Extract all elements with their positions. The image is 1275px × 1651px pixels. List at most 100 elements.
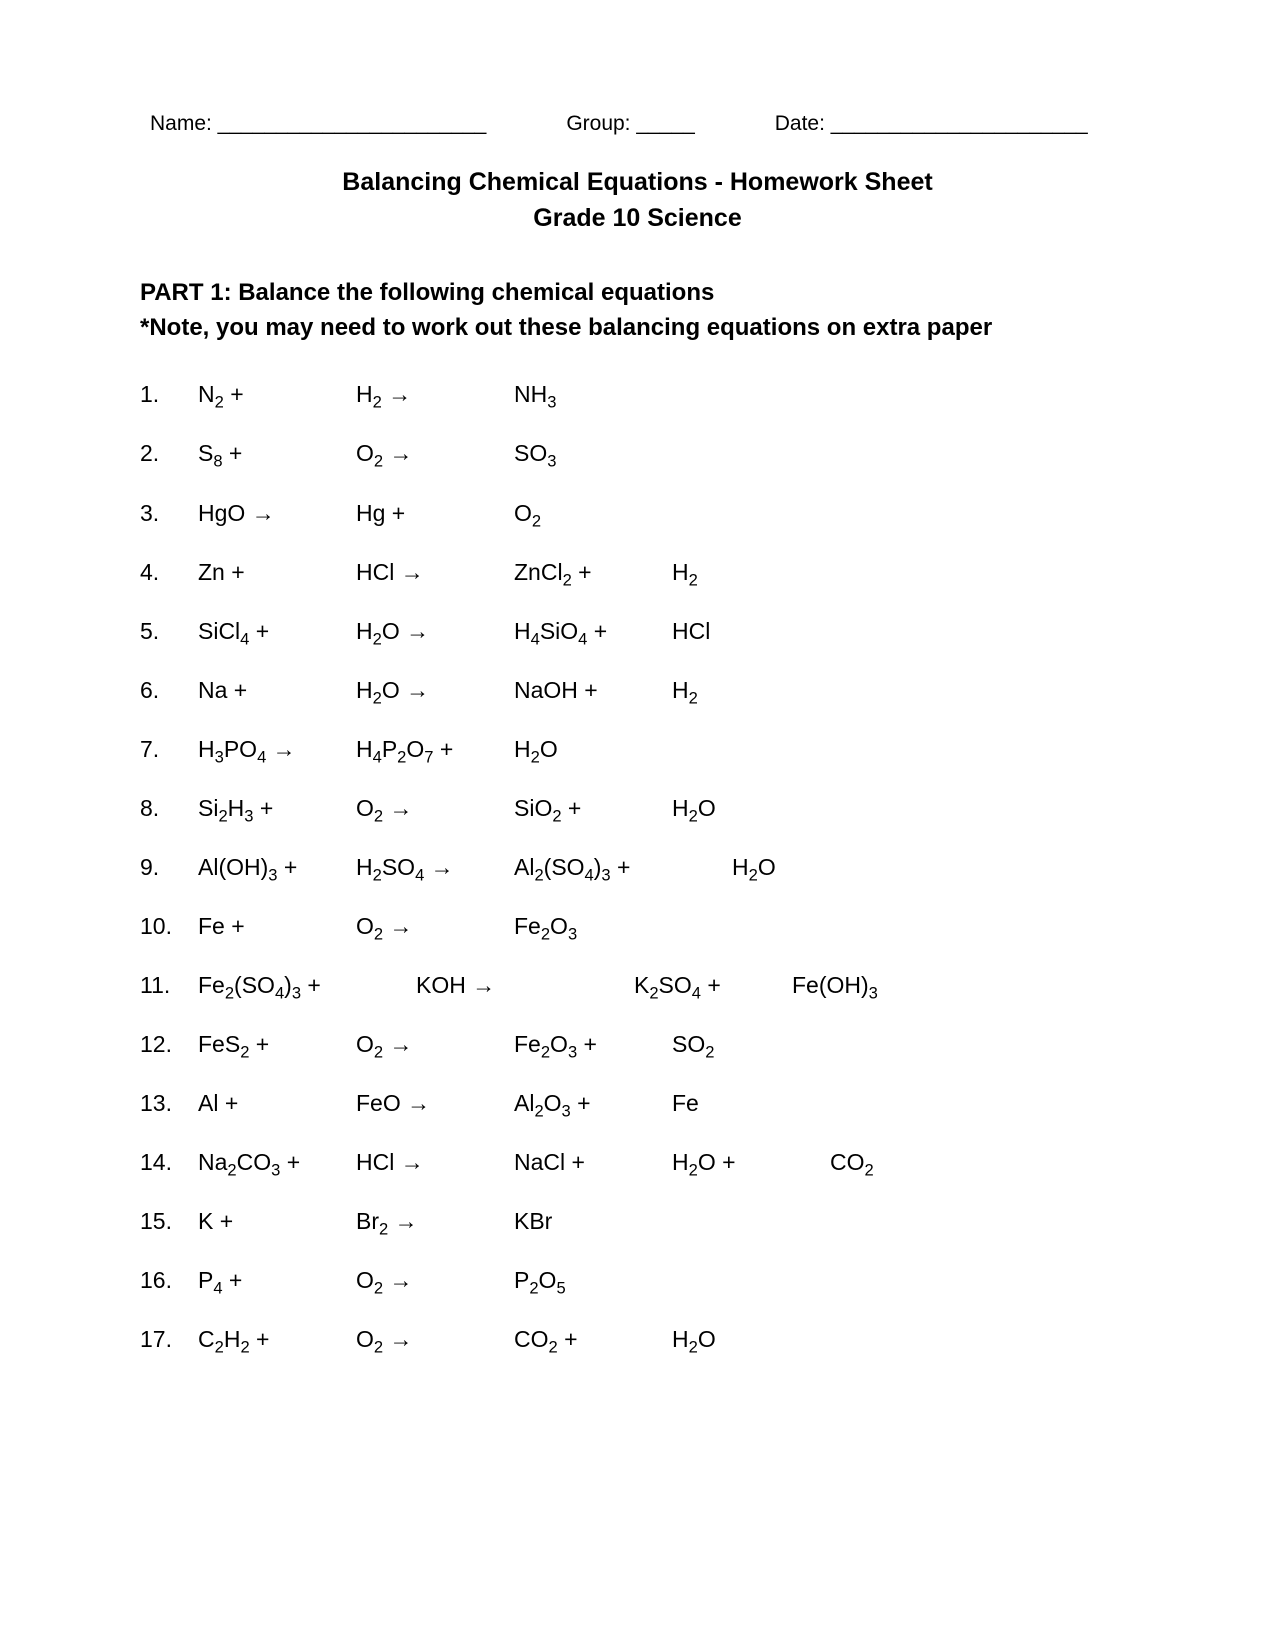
equation-term: Fe2(SO4)3 +: [198, 970, 416, 1001]
equation-number: 16.: [140, 1265, 198, 1296]
equation-term: CO2: [830, 1147, 988, 1178]
equation-term: Na2CO3 +: [198, 1147, 356, 1178]
equation-term: KBr: [514, 1206, 672, 1237]
part1-heading-line2: *Note, you may need to work out these ba…: [140, 311, 1135, 346]
equation-term: Hg +: [356, 498, 514, 529]
equation-term: H2O →: [356, 675, 514, 706]
equation-row: 7.H3PO4 →H4P2O7 +H2O: [140, 734, 1135, 765]
equation-term: Zn +: [198, 557, 356, 588]
equation-term: H2O +: [672, 1147, 830, 1178]
equation-term: K +: [198, 1206, 356, 1237]
part1-heading: PART 1: Balance the following chemical e…: [140, 276, 1135, 346]
equation-body: S8 +O2 →SO3: [198, 438, 672, 469]
equation-term: H2O: [672, 793, 830, 824]
equation-number: 9.: [140, 852, 198, 883]
header-fields: Name: _______________________ Group: ___…: [140, 110, 1135, 138]
equation-number: 5.: [140, 616, 198, 647]
equation-number: 7.: [140, 734, 198, 765]
date-field: Date: ______________________: [775, 110, 1088, 138]
equation-row: 3.HgO →Hg +O2: [140, 498, 1135, 529]
equation-term: Al +: [198, 1088, 356, 1119]
equation-term: O2 →: [356, 1029, 514, 1060]
equation-term: O2 →: [356, 1324, 514, 1355]
equation-row: 5.SiCl4 +H2O →H4SiO4 +HCl: [140, 616, 1135, 647]
equation-term: SO2: [672, 1029, 830, 1060]
equation-list: 1.N2 +H2 →NH32.S8 +O2 →SO33.HgO →Hg +O24…: [140, 379, 1135, 1355]
equation-term: H2O: [514, 734, 672, 765]
equation-row: 10.Fe +O2 →Fe2O3: [140, 911, 1135, 942]
equation-term: KOH →: [416, 970, 634, 1001]
equation-term: Fe(OH)3: [792, 970, 950, 1001]
equation-row: 17.C2H2 +O2 →CO2 +H2O: [140, 1324, 1135, 1355]
equation-row: 1.N2 +H2 →NH3: [140, 379, 1135, 410]
equation-term: P2O5: [514, 1265, 672, 1296]
equation-body: Na +H2O →NaOH +H2: [198, 675, 830, 706]
equation-term: Al2(SO4)3 +: [514, 852, 732, 883]
equation-body: FeS2 +O2 →Fe2O3 +SO2: [198, 1029, 830, 1060]
equation-term: Na +: [198, 675, 356, 706]
equation-term: SiO2 +: [514, 793, 672, 824]
equation-number: 13.: [140, 1088, 198, 1119]
equation-term: H2O: [672, 1324, 830, 1355]
equation-body: K +Br2 →KBr: [198, 1206, 672, 1237]
equation-body: H3PO4 →H4P2O7 +H2O: [198, 734, 672, 765]
title-line-2: Grade 10 Science: [140, 202, 1135, 236]
equation-term: SO3: [514, 438, 672, 469]
equation-number: 4.: [140, 557, 198, 588]
equation-term: HCl: [672, 616, 830, 647]
equation-row: 16.P4 +O2 →P2O5: [140, 1265, 1135, 1296]
equation-term: Si2H3 +: [198, 793, 356, 824]
equation-term: H2O: [732, 852, 890, 883]
equation-number: 6.: [140, 675, 198, 706]
equation-row: 14.Na2CO3 +HCl →NaCl +H2O +CO2: [140, 1147, 1135, 1178]
equation-number: 2.: [140, 438, 198, 469]
equation-term: NaCl +: [514, 1147, 672, 1178]
equation-term: Al(OH)3 +: [198, 852, 356, 883]
equation-term: P4 +: [198, 1265, 356, 1296]
equation-term: HCl →: [356, 1147, 514, 1178]
title-line-1: Balancing Chemical Equations - Homework …: [140, 166, 1135, 200]
equation-row: 15.K +Br2 →KBr: [140, 1206, 1135, 1237]
equation-term: HCl →: [356, 557, 514, 588]
equation-body: Al(OH)3 +H2SO4 →Al2(SO4)3 +H2O: [198, 852, 890, 883]
equation-number: 10.: [140, 911, 198, 942]
equation-body: HgO →Hg +O2: [198, 498, 672, 529]
equation-term: NaOH +: [514, 675, 672, 706]
equation-term: Fe +: [198, 911, 356, 942]
equation-term: C2H2 +: [198, 1324, 356, 1355]
equation-term: H4P2O7 +: [356, 734, 514, 765]
equation-number: 11.: [140, 970, 198, 1001]
equation-term: H2: [672, 675, 830, 706]
equation-term: Br2 →: [356, 1206, 514, 1237]
equation-term: Al2O3 +: [514, 1088, 672, 1119]
equation-number: 8.: [140, 793, 198, 824]
equation-term: N2 +: [198, 379, 356, 410]
equation-term: O2 →: [356, 1265, 514, 1296]
title-block: Balancing Chemical Equations - Homework …: [140, 166, 1135, 236]
part1-heading-line1: PART 1: Balance the following chemical e…: [140, 276, 1135, 311]
equation-term: Fe2O3 +: [514, 1029, 672, 1060]
equation-body: Fe2(SO4)3 +KOH →K2SO4 +Fe(OH)3: [198, 970, 950, 1001]
equation-number: 17.: [140, 1324, 198, 1355]
equation-term: HgO →: [198, 498, 356, 529]
equation-term: O2 →: [356, 793, 514, 824]
equation-term: K2SO4 +: [634, 970, 792, 1001]
equation-number: 3.: [140, 498, 198, 529]
equation-term: O2 →: [356, 438, 514, 469]
group-field: Group: _____: [566, 110, 694, 138]
equation-term: FeO →: [356, 1088, 514, 1119]
equation-body: SiCl4 +H2O →H4SiO4 +HCl: [198, 616, 830, 647]
equation-term: Fe2O3: [514, 911, 672, 942]
equation-term: H3PO4 →: [198, 734, 356, 765]
equation-term: Fe: [672, 1088, 830, 1119]
equation-row: 8.Si2H3 +O2 →SiO2 +H2O: [140, 793, 1135, 824]
equation-term: ZnCl2 +: [514, 557, 672, 588]
equation-term: H2: [672, 557, 830, 588]
worksheet-page: Name: _______________________ Group: ___…: [0, 0, 1275, 1651]
equation-row: 13.Al +FeO →Al2O3 +Fe: [140, 1088, 1135, 1119]
equation-body: C2H2 +O2 →CO2 +H2O: [198, 1324, 830, 1355]
equation-term: O2: [514, 498, 672, 529]
equation-body: Na2CO3 +HCl →NaCl +H2O +CO2: [198, 1147, 988, 1178]
equation-row: 12.FeS2 +O2 →Fe2O3 +SO2: [140, 1029, 1135, 1060]
equation-term: NH3: [514, 379, 672, 410]
